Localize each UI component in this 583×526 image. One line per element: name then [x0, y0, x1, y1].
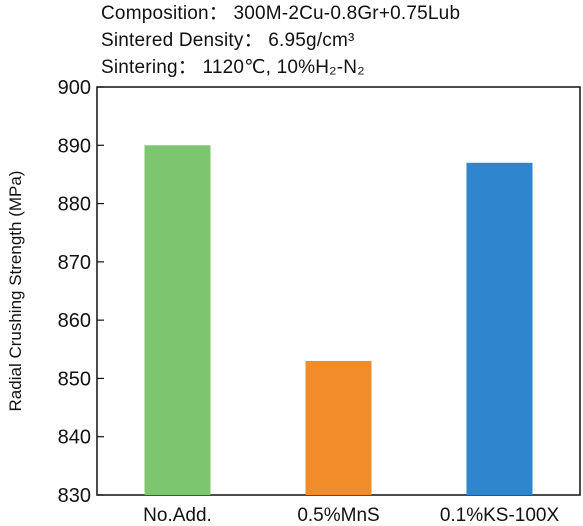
x-category-label: 0.1%KS-100X	[440, 505, 560, 526]
y-tick-label: 840	[58, 427, 91, 449]
bar-1	[144, 145, 211, 496]
y-axis-label: Radial Crushing Strength (MPa)	[6, 171, 25, 412]
x-axis: No.Add. 0.5%MnS 0.1%KS-100X	[143, 505, 559, 526]
bar-3	[466, 162, 533, 495]
y-tick-label: 880	[58, 194, 91, 216]
chart-header: Composition： 300M-2Cu-0.8Gr+0.75Lub Sint…	[101, 0, 460, 81]
density-note: Sintered Density： 6.95g/cm³	[101, 30, 355, 51]
y-axis: 830 840 850 860 870 880 890 900	[58, 77, 104, 507]
y-tick-label: 830	[58, 485, 91, 507]
bar-2	[305, 360, 372, 495]
y-tick-label: 870	[58, 252, 91, 274]
composition-note: Composition： 300M-2Cu-0.8Gr+0.75Lub	[101, 3, 461, 24]
sintering-note: Sintering： 1120℃, 10%H₂-N₂	[101, 57, 365, 78]
y-tick-label: 900	[58, 77, 91, 99]
x-category-label: No.Add.	[143, 505, 212, 526]
y-tick-label: 860	[58, 310, 91, 332]
y-tick-label: 850	[58, 368, 91, 390]
x-category-label: 0.5%MnS	[297, 505, 379, 526]
bars-group	[144, 145, 533, 496]
y-tick-label: 890	[58, 135, 91, 157]
